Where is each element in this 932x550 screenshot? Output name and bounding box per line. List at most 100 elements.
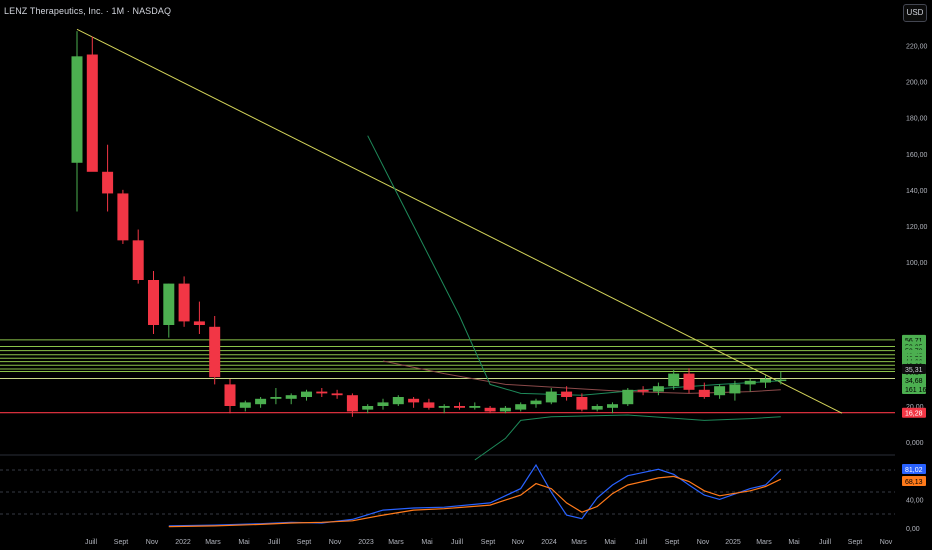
price-tick-label: 120,00	[906, 224, 928, 231]
candle	[637, 386, 649, 396]
time-tick-label: Mai	[238, 539, 250, 546]
candle	[301, 389, 312, 401]
candle-body	[561, 391, 573, 397]
candle	[163, 283, 175, 338]
support-price-badge-bg	[902, 407, 926, 418]
last-price-badge-bg	[902, 375, 926, 385]
stoch-k-badge-bg	[902, 464, 926, 474]
moving-averages	[367, 135, 781, 461]
candle-body	[668, 373, 680, 387]
time-tick-label: Juill	[85, 539, 98, 546]
candle	[148, 271, 159, 334]
candle-body	[270, 397, 282, 399]
candle	[591, 404, 603, 412]
candle-body	[102, 171, 114, 194]
candle	[392, 395, 404, 406]
time-tick-label: Sept	[114, 539, 128, 546]
time-tick-label: Nov	[146, 539, 159, 546]
candle	[377, 398, 389, 410]
time-tick-label: Sept	[665, 539, 679, 546]
candle-body	[591, 406, 603, 410]
candle-body	[652, 386, 664, 392]
candle	[86, 36, 98, 172]
time-tick-label: Sept	[481, 539, 495, 546]
volume-badge-text: 161 160	[905, 387, 930, 394]
trendline	[76, 28, 843, 414]
candle	[499, 406, 511, 414]
support-price-badge: 16,28	[902, 407, 926, 418]
candle-body	[698, 389, 710, 397]
time-tick-label: Nov	[697, 539, 710, 546]
time-tick-label: 2025	[725, 539, 741, 546]
price-tick-label: 0,000	[906, 440, 924, 447]
candle	[760, 375, 771, 388]
candle	[239, 400, 251, 412]
candle	[484, 406, 496, 414]
candle-body	[683, 373, 695, 390]
candle-body	[499, 407, 511, 412]
currency-button[interactable]: USD	[903, 4, 927, 22]
stochastic-panel	[168, 463, 782, 528]
candle-body	[423, 402, 435, 408]
time-tick-label: Mars	[205, 539, 221, 546]
candle	[178, 276, 190, 327]
candle	[285, 393, 297, 405]
time-tick-label: Juill	[451, 539, 464, 546]
candle-body	[239, 402, 251, 408]
time-tick-label: Juill	[268, 539, 281, 546]
candle-body	[530, 400, 542, 405]
candle-body	[469, 406, 481, 408]
last-price-badge: 34,68	[902, 375, 926, 385]
candle-body	[438, 406, 450, 408]
price-tick-label: 220,00	[906, 44, 928, 51]
candle-body	[331, 393, 343, 396]
candle	[331, 389, 343, 399]
candle	[714, 384, 726, 399]
candle	[438, 404, 450, 414]
candle-body	[132, 240, 144, 280]
candle-body	[285, 395, 297, 399]
candle-body	[316, 391, 328, 394]
price-axis: 220,00 200,00 180,00 160,00 140,00 120,00 100,…	[906, 44, 928, 534]
time-axis: Juill Sept Nov 2022 Mars Mai Juill Sept Nov 2023 M…	[85, 539, 893, 546]
candle	[362, 404, 374, 414]
trendline-group	[76, 28, 843, 414]
candle	[408, 397, 420, 408]
time-tick-label: Nov	[329, 539, 342, 546]
candle	[316, 388, 328, 397]
time-tick-label: Nov	[512, 539, 525, 546]
candle-body	[744, 380, 756, 385]
current-level-badge: 35,31	[902, 364, 926, 374]
candle-body	[729, 384, 741, 394]
candle	[224, 379, 236, 414]
stoch-tick-label: 40,00	[906, 497, 924, 504]
candle-body	[576, 397, 588, 410]
price-labels: 56,7153,0550,7848,4546,5644,6642,6340,58…	[902, 334, 930, 486]
stoch-k-badge-text: 81,02	[905, 467, 923, 474]
candle-body	[117, 193, 129, 241]
stoch-d-badge: 68,13	[902, 476, 926, 486]
candle-body	[515, 404, 527, 410]
stoch-tick-label: 0,00	[906, 526, 920, 533]
stoch-k-badge: 81,02	[902, 464, 926, 474]
chart-title: LENZ Therapeutics, Inc. · 1M · NASDAQ	[4, 6, 172, 16]
candle-body	[377, 402, 389, 406]
price-tick-label: 160,00	[906, 152, 928, 159]
time-tick-label: Mars	[756, 539, 772, 546]
time-tick-label: 2022	[175, 539, 191, 546]
price-tick-label: 20,00	[906, 404, 924, 411]
candle	[607, 402, 618, 414]
candle	[255, 397, 267, 408]
stoch-d-badge-text: 68,13	[905, 479, 923, 486]
last-price-badge-text: 34,68	[905, 378, 923, 385]
candle-body	[775, 379, 787, 382]
level-price-badge-text: 56,71	[905, 338, 923, 345]
candle	[698, 382, 710, 399]
candle-body	[622, 389, 634, 405]
candle-body	[484, 407, 496, 412]
time-tick-label: Mai	[604, 539, 616, 546]
candle	[102, 144, 114, 212]
candle	[683, 368, 695, 394]
stoch-k-line	[168, 463, 782, 527]
